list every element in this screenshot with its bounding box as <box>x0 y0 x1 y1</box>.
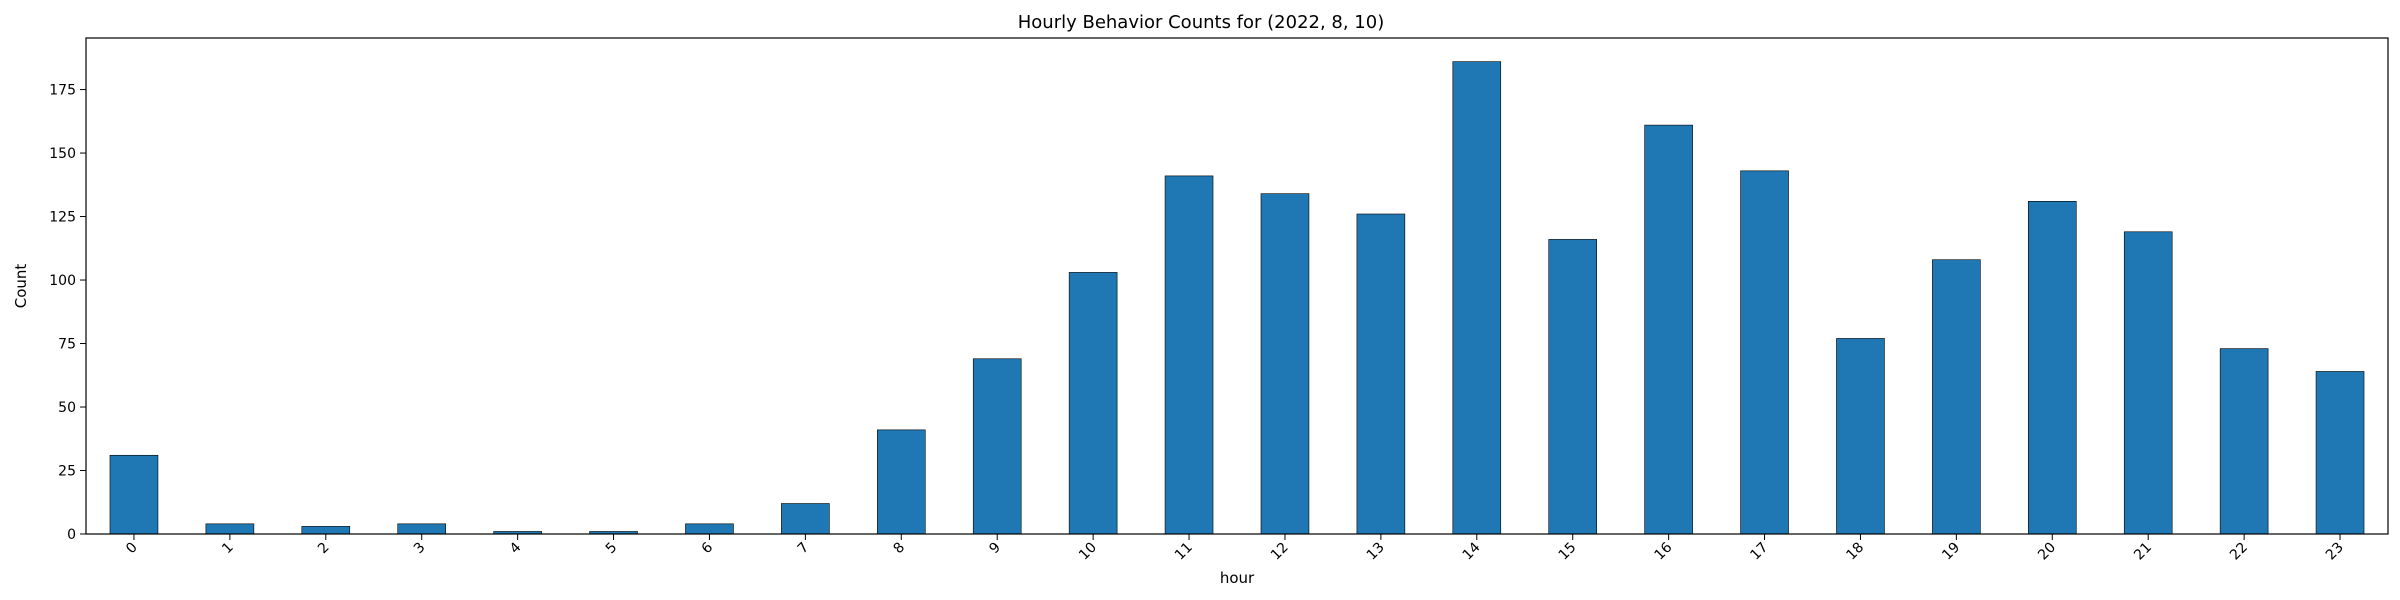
y-axis-ticks: 0 25 50 75 100 125 150 175 <box>49 83 86 543</box>
x-axis-label: hour <box>1220 569 1255 587</box>
bar-hour-8 <box>877 429 926 535</box>
bar-hour-10 <box>1068 272 1118 535</box>
bar-hour-15 <box>1548 239 1597 535</box>
bar-hour-14 <box>1452 61 1502 535</box>
y-tick-label: 0 <box>67 527 76 543</box>
bar-hour-2 <box>301 526 351 535</box>
y-tick-label: 125 <box>49 210 76 226</box>
y-axis-label: Count <box>12 264 30 309</box>
bar-hour-18 <box>1836 338 1885 535</box>
plot-area-frame <box>85 37 2389 535</box>
bar-hour-12 <box>1260 193 1310 535</box>
bar-hour-16 <box>1644 124 1693 535</box>
y-tick-label: 50 <box>58 400 76 416</box>
chart-title: Hourly Behavior Counts for (2022, 8, 10) <box>1018 12 1385 33</box>
bar-hour-9 <box>972 358 1022 535</box>
bar-hour-17 <box>1740 170 1789 535</box>
bar-hour-7 <box>781 503 830 535</box>
bar-hour-13 <box>1356 213 1406 535</box>
y-tick-label: 100 <box>49 273 76 289</box>
x-axis-ticks: 0 1 2 3 4 5 6 7 8 9 10 11 12 13 14 15 16 17 18 19 20 21 22 23 <box>123 534 2347 563</box>
bar-hour-6 <box>685 523 734 535</box>
bar-hour-21 <box>2123 231 2173 535</box>
bar-hour-19 <box>1932 259 1981 535</box>
bar-hour-22 <box>2219 348 2269 535</box>
y-tick-label: 150 <box>49 146 76 162</box>
bars-group <box>109 61 2365 535</box>
y-tick-label: 175 <box>49 83 76 99</box>
bar-hour-3 <box>397 523 446 535</box>
bar-hour-20 <box>2028 201 2077 535</box>
bar-hour-1 <box>205 523 255 535</box>
y-tick-label: 25 <box>58 464 76 480</box>
bar-hour-0 <box>109 454 159 535</box>
bar-hour-11 <box>1164 175 1214 535</box>
y-tick-label: 75 <box>58 337 76 353</box>
bar-hour-23 <box>2315 371 2365 535</box>
